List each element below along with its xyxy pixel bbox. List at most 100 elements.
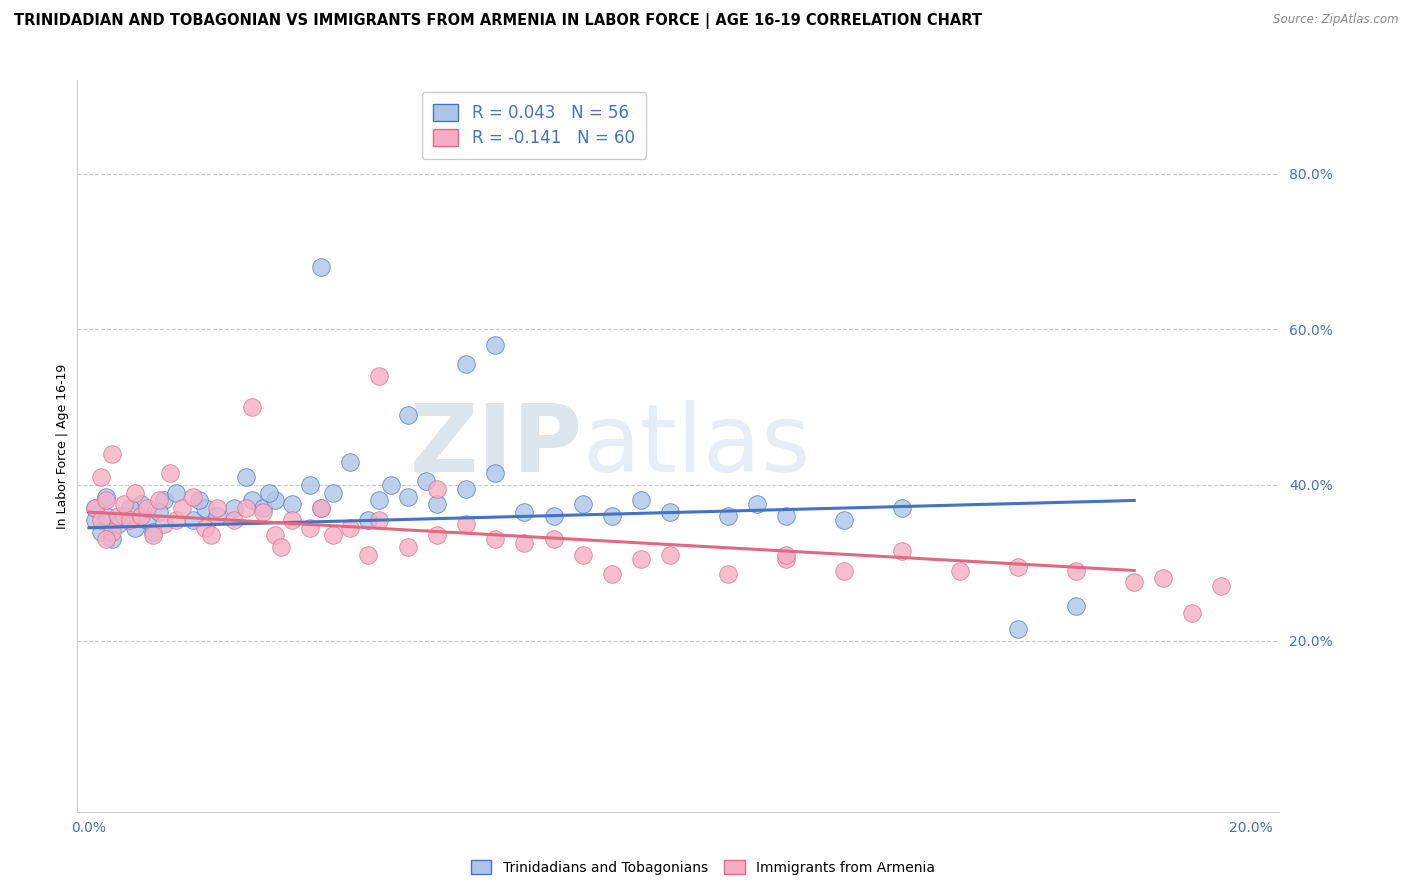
- Point: [571, 497, 593, 511]
- Point: [368, 513, 391, 527]
- Point: [513, 505, 536, 519]
- Point: [90, 513, 112, 527]
- Point: [183, 490, 205, 504]
- Point: [142, 528, 165, 542]
- Point: [339, 521, 361, 535]
- Text: ZIP: ZIP: [409, 400, 582, 492]
- Point: [148, 505, 170, 519]
- Point: [513, 536, 536, 550]
- Point: [396, 540, 419, 554]
- Point: [240, 400, 263, 414]
- Point: [322, 528, 344, 542]
- Point: [252, 501, 274, 516]
- Point: [235, 501, 257, 516]
- Point: [543, 533, 565, 547]
- Point: [224, 513, 246, 527]
- Point: [309, 501, 332, 516]
- Point: [194, 521, 217, 535]
- Point: [200, 528, 222, 542]
- Point: [1064, 564, 1087, 578]
- Point: [380, 478, 402, 492]
- Point: [571, 548, 593, 562]
- Point: [142, 524, 165, 539]
- Point: [107, 516, 129, 531]
- Point: [136, 501, 159, 516]
- Point: [891, 544, 914, 558]
- Point: [484, 467, 506, 481]
- Point: [456, 357, 478, 371]
- Point: [1152, 571, 1174, 585]
- Point: [153, 516, 176, 531]
- Point: [357, 548, 380, 562]
- Point: [170, 501, 193, 516]
- Point: [205, 501, 228, 516]
- Point: [1007, 559, 1029, 574]
- Point: [658, 548, 681, 562]
- Point: [658, 505, 681, 519]
- Point: [112, 497, 135, 511]
- Point: [148, 493, 170, 508]
- Legend: Trinidadians and Tobagonians, Immigrants from Armenia: Trinidadians and Tobagonians, Immigrants…: [465, 855, 941, 880]
- Point: [83, 501, 105, 516]
- Point: [322, 485, 344, 500]
- Point: [891, 501, 914, 516]
- Point: [188, 493, 211, 508]
- Point: [717, 567, 740, 582]
- Point: [240, 493, 263, 508]
- Point: [90, 470, 112, 484]
- Point: [775, 509, 797, 524]
- Point: [309, 260, 332, 274]
- Point: [83, 501, 105, 516]
- Point: [124, 521, 146, 535]
- Point: [1064, 599, 1087, 613]
- Point: [153, 493, 176, 508]
- Y-axis label: In Labor Force | Age 16-19: In Labor Force | Age 16-19: [56, 363, 69, 529]
- Point: [1007, 622, 1029, 636]
- Point: [136, 513, 159, 527]
- Point: [775, 548, 797, 562]
- Point: [129, 509, 152, 524]
- Point: [235, 470, 257, 484]
- Point: [101, 533, 124, 547]
- Point: [281, 497, 304, 511]
- Point: [309, 501, 332, 516]
- Point: [118, 513, 141, 527]
- Point: [118, 501, 141, 516]
- Point: [270, 540, 292, 554]
- Text: atlas: atlas: [582, 400, 810, 492]
- Point: [484, 533, 506, 547]
- Point: [456, 516, 478, 531]
- Point: [543, 509, 565, 524]
- Point: [101, 524, 124, 539]
- Point: [90, 524, 112, 539]
- Point: [456, 482, 478, 496]
- Legend: R = 0.043   N = 56, R = -0.141   N = 60: R = 0.043 N = 56, R = -0.141 N = 60: [422, 92, 647, 159]
- Point: [426, 528, 449, 542]
- Point: [630, 493, 652, 508]
- Point: [426, 482, 449, 496]
- Point: [263, 528, 285, 542]
- Point: [257, 485, 280, 500]
- Point: [1211, 579, 1233, 593]
- Text: TRINIDADIAN AND TOBAGONIAN VS IMMIGRANTS FROM ARMENIA IN LABOR FORCE | AGE 16-19: TRINIDADIAN AND TOBAGONIAN VS IMMIGRANTS…: [14, 13, 981, 29]
- Point: [165, 513, 187, 527]
- Point: [415, 474, 437, 488]
- Point: [949, 564, 972, 578]
- Point: [368, 493, 391, 508]
- Point: [775, 551, 797, 566]
- Point: [96, 533, 118, 547]
- Point: [368, 368, 391, 383]
- Point: [183, 513, 205, 527]
- Point: [600, 509, 623, 524]
- Point: [484, 338, 506, 352]
- Point: [426, 497, 449, 511]
- Point: [396, 490, 419, 504]
- Point: [832, 564, 855, 578]
- Point: [252, 505, 274, 519]
- Text: Source: ZipAtlas.com: Source: ZipAtlas.com: [1274, 13, 1399, 27]
- Point: [630, 551, 652, 566]
- Point: [339, 454, 361, 468]
- Point: [165, 485, 187, 500]
- Point: [298, 521, 321, 535]
- Point: [96, 490, 118, 504]
